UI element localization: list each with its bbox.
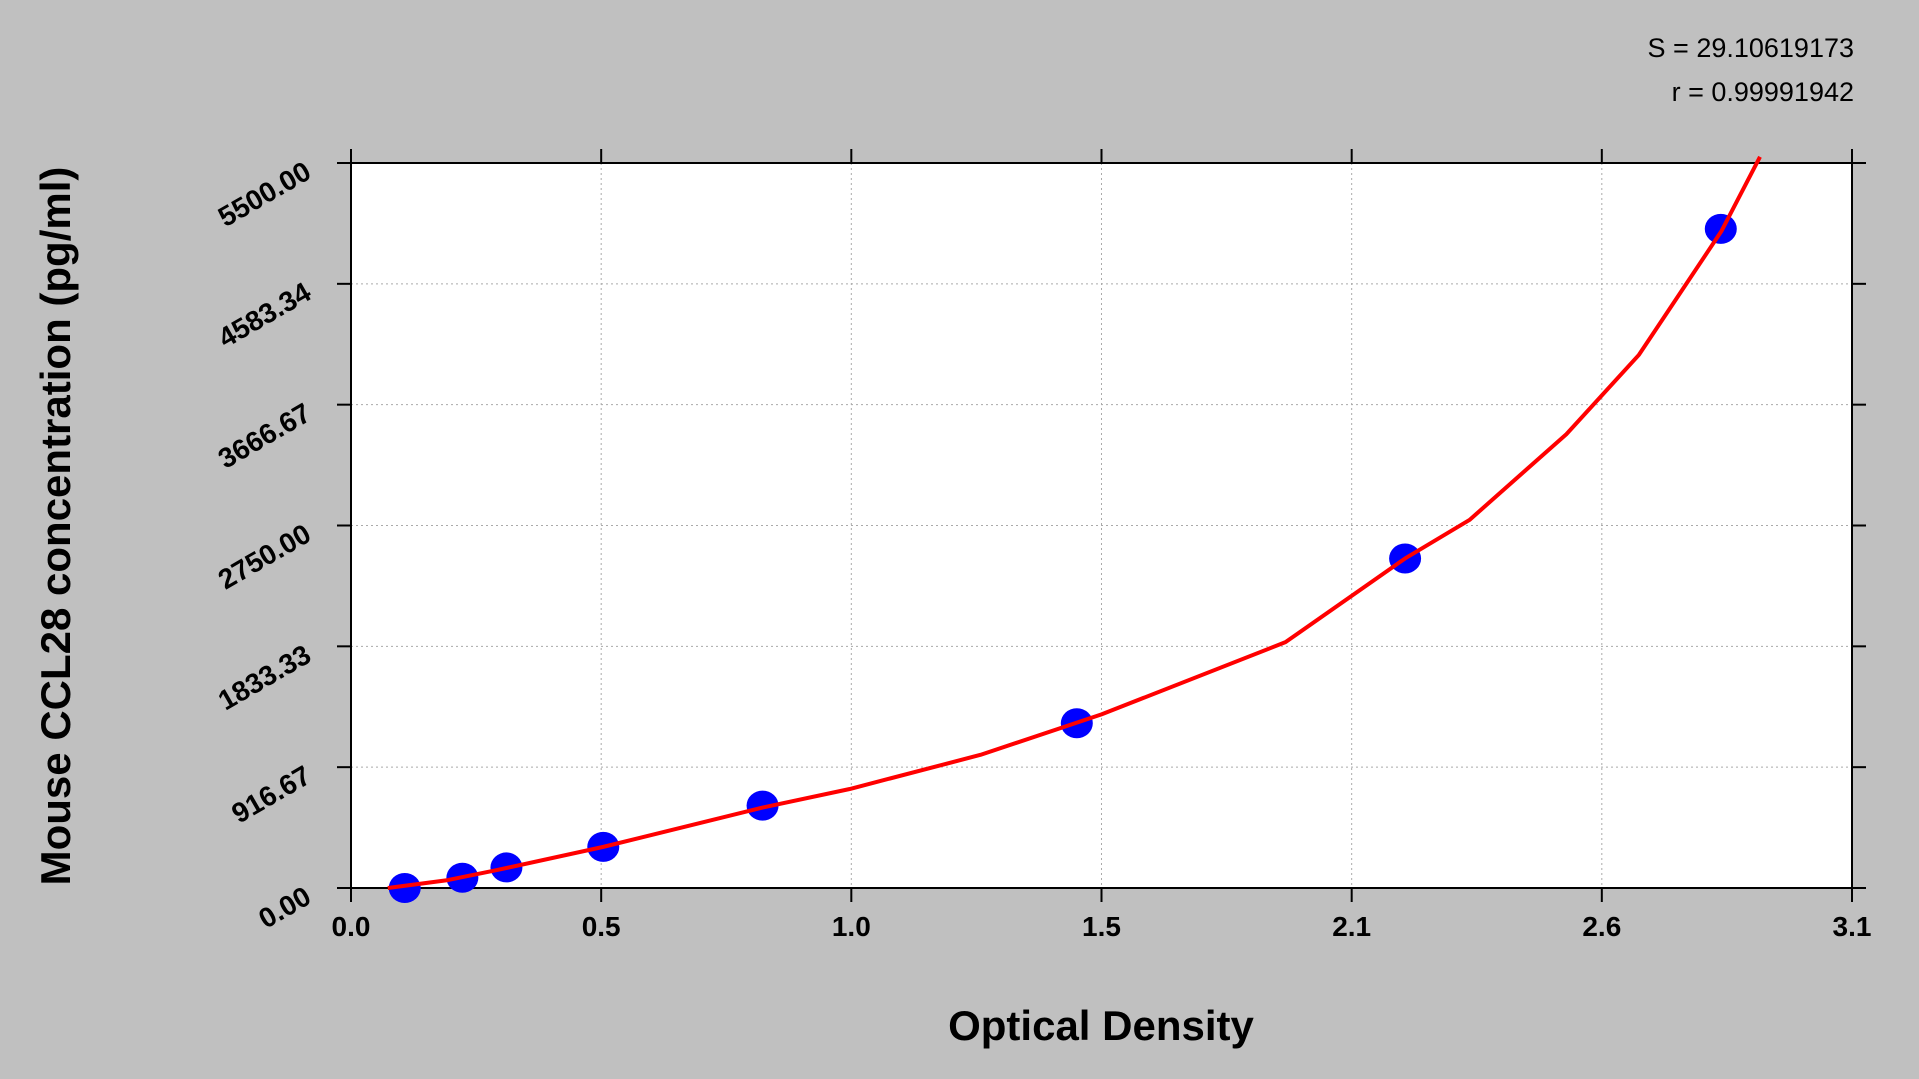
x-tick-label: 0.0 — [332, 911, 371, 942]
x-axis-title: Optical Density — [948, 1002, 1254, 1049]
annotation: S = 29.10619173 — [1648, 33, 1854, 63]
x-tick-label: 3.1 — [1833, 911, 1872, 942]
x-tick-label: 1.5 — [1082, 911, 1121, 942]
x-tick-label: 2.6 — [1582, 911, 1621, 942]
plot-frame — [350, 162, 1853, 889]
annotation: r = 0.99991942 — [1672, 77, 1854, 107]
x-tick-label: 1.0 — [832, 911, 871, 942]
data-point — [388, 873, 421, 903]
y-axis-title: Mouse CCL28 concentration (pg/ml) — [32, 167, 79, 886]
x-tick-label: 0.5 — [582, 911, 621, 942]
x-tick-label: 2.1 — [1332, 911, 1371, 942]
fit-curve — [387, 155, 1762, 890]
